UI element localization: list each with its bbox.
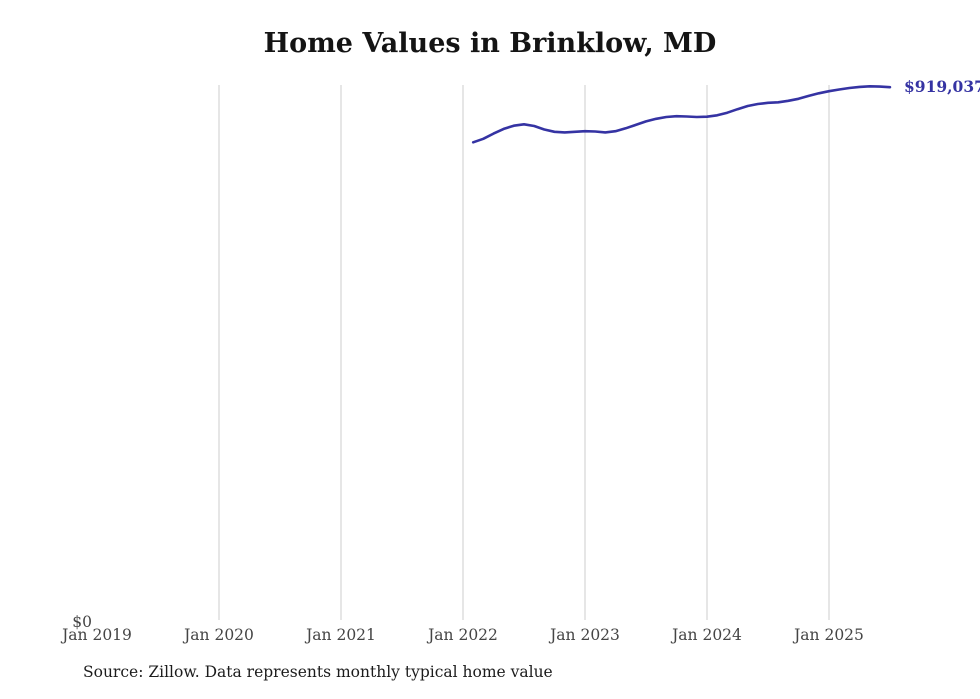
x-tick-label: Jan 2022 bbox=[426, 626, 498, 644]
x-tick-label: Jan 2020 bbox=[182, 626, 254, 644]
x-tick-label: Jan 2019 bbox=[60, 626, 132, 644]
x-tick-label: Jan 2024 bbox=[670, 626, 742, 644]
chart-title: Home Values in Brinklow, MD bbox=[263, 28, 717, 59]
y-zero-label: $0 bbox=[72, 613, 92, 631]
end-value-label: $919,037 bbox=[904, 77, 980, 96]
home-value-line bbox=[471, 85, 892, 144]
x-tick-label: Jan 2023 bbox=[548, 626, 620, 644]
x-tick-label: Jan 2025 bbox=[792, 626, 864, 644]
x-tick-label: Jan 2021 bbox=[304, 626, 376, 644]
source-note: Source: Zillow. Data represents monthly … bbox=[83, 663, 553, 681]
